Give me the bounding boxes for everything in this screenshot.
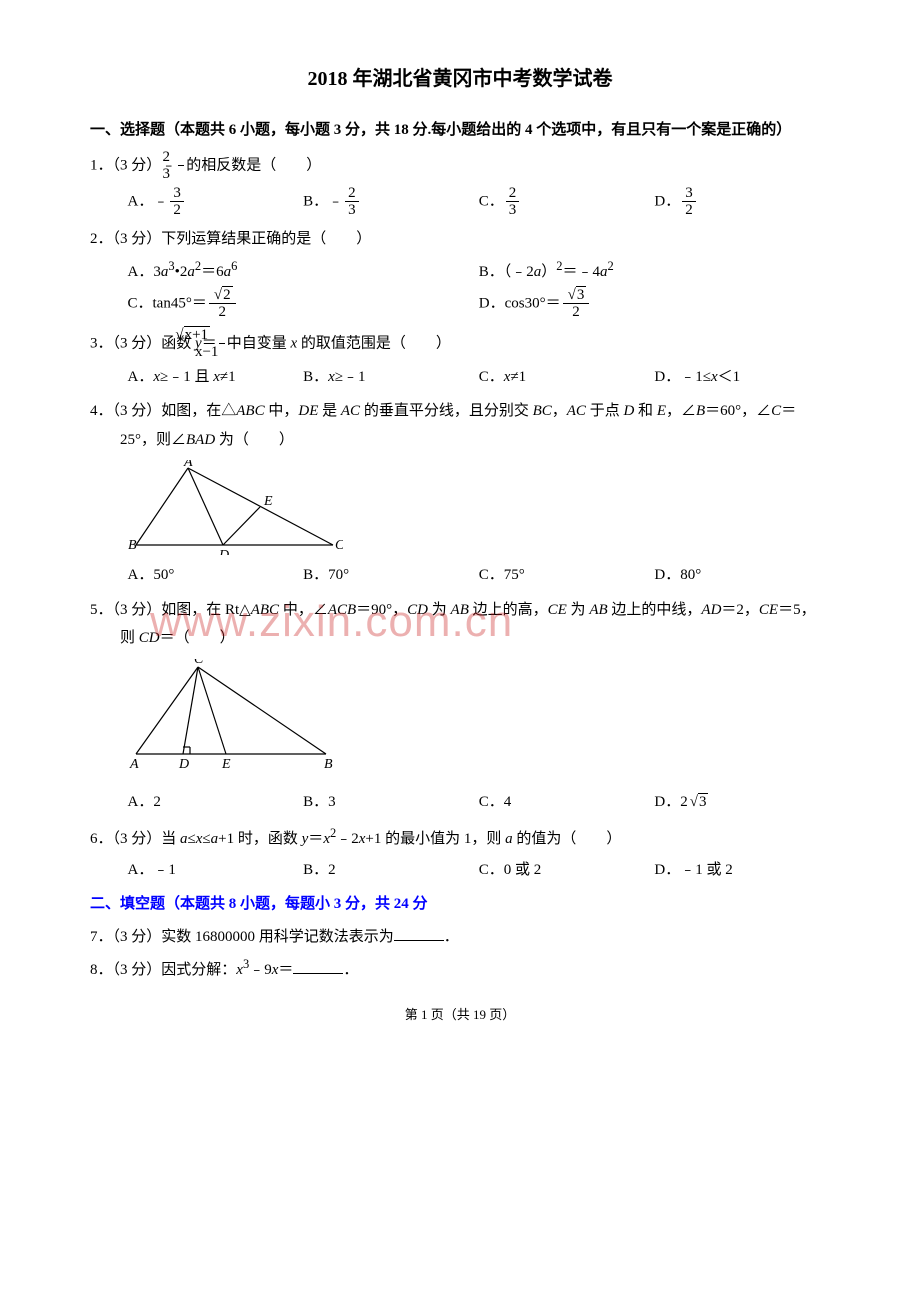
q1-stem-suffix: 的相反数是（ ） <box>186 157 321 173</box>
q1-options: A．﹣32 B．﹣23 C．23 D．32 <box>90 185 830 219</box>
q4-figure: A B C D E <box>128 460 831 555</box>
right-triangle-figure-icon: A B C D E <box>128 659 338 782</box>
q3-optB: B．x≥﹣1 <box>303 363 479 392</box>
q2-optD: D．cos30°＝32 <box>479 287 830 321</box>
svg-text:C: C <box>194 659 204 667</box>
question-2: 2．（3 分）下列运算结果正确的是（ ） <box>90 225 830 254</box>
section-1-header: 一、选择题（本题共 6 小题，每小题 3 分，共 18 分.每小题给出的 4 个… <box>90 116 830 145</box>
triangle-figure-icon: A B C D E <box>128 460 343 555</box>
section-2-header: 二、填空题（本题共 8 小题，每题小 3 分，共 24 分 <box>90 890 830 919</box>
q2-optA: A．3a3•2a2＝6a6 <box>128 255 479 287</box>
q4-optD: D．80° <box>654 561 830 590</box>
svg-text:A: A <box>183 460 193 470</box>
fill-blank <box>394 925 444 941</box>
q5-optD: D．23 <box>654 788 830 817</box>
svg-text:D: D <box>178 757 189 772</box>
svg-text:B: B <box>128 538 137 553</box>
question-5: 5．（3 分）如图，在 Rt△ABC 中，∠ACB＝90°，CD 为 AB 边上… <box>90 596 830 653</box>
q1-optB: B．﹣23 <box>303 185 479 219</box>
question-4: 4．（3 分）如图，在△ABC 中，DE 是 AC 的垂直平分线，且分别交 BC… <box>90 397 830 454</box>
q6-optB: B．2 <box>303 856 479 885</box>
q1-frac: 23 <box>178 149 184 183</box>
fill-blank <box>293 958 343 974</box>
question-7: 7．（3 分）实数 16800000 用科学记数法表示为． <box>90 923 830 952</box>
page-wrap: 2018 年湖北省黄冈市中考数学试卷 一、选择题（本题共 6 小题，每小题 3 … <box>90 60 830 1027</box>
q3-options: A．x≥﹣1 且 x≠1 B．x≥﹣1 C．x≠1 D．﹣1≤x＜1 <box>90 363 830 392</box>
q3-optC: C．x≠1 <box>479 363 655 392</box>
q3-optA: A．x≥﹣1 且 x≠1 <box>128 363 304 392</box>
question-8: 8．（3 分）因式分解：x3﹣9x＝． <box>90 953 830 985</box>
q2-optC: C．tan45°＝22 <box>128 287 479 321</box>
q6-optA: A．﹣1 <box>128 856 304 885</box>
question-6: 6．（3 分）当 a≤x≤a+1 时，函数 y＝x2﹣2x+1 的最小值为 1，… <box>90 822 830 854</box>
page-footer: 第 1 页（共 19 页） <box>90 1003 830 1028</box>
q1-optD: D．32 <box>654 185 830 219</box>
svg-text:C: C <box>335 538 343 553</box>
q1-optA: A．﹣32 <box>128 185 304 219</box>
q4-options: A．50° B．70° C．75° D．80° <box>90 561 830 590</box>
q6-options: A．﹣1 B．2 C．0 或 2 D．﹣1 或 2 <box>90 856 830 885</box>
q6-optC: C．0 或 2 <box>479 856 655 885</box>
q4-optA: A．50° <box>128 561 304 590</box>
q2-optB: B．（﹣2a）2＝﹣4a2 <box>479 255 830 287</box>
q1-optC: C．23 <box>479 185 655 219</box>
q2-options: A．3a3•2a2＝6a6 B．（﹣2a）2＝﹣4a2 C．tan45°＝22 … <box>90 255 830 321</box>
question-1: 1．（3 分）﹣23的相反数是（ ） <box>90 149 830 183</box>
svg-text:B: B <box>324 757 333 772</box>
q5-optA: A．2 <box>128 788 304 817</box>
exam-title: 2018 年湖北省黄冈市中考数学试卷 <box>90 60 830 98</box>
q4-optC: C．75° <box>479 561 655 590</box>
question-3: 3．（3 分）函数 y＝x+1x−1中自变量 x 的取值范围是（ ） <box>90 327 830 361</box>
q5-optC: C．4 <box>479 788 655 817</box>
q3-optD: D．﹣1≤x＜1 <box>654 363 830 392</box>
q5-optB: B．3 <box>303 788 479 817</box>
q5-options: A．2 B．3 C．4 D．23 <box>90 788 830 817</box>
q5-figure: A B C D E <box>128 659 831 782</box>
svg-text:E: E <box>263 494 273 509</box>
q6-optD: D．﹣1 或 2 <box>654 856 830 885</box>
q4-optB: B．70° <box>303 561 479 590</box>
svg-text:A: A <box>129 757 139 772</box>
svg-text:D: D <box>218 548 229 555</box>
svg-text:E: E <box>221 757 231 772</box>
